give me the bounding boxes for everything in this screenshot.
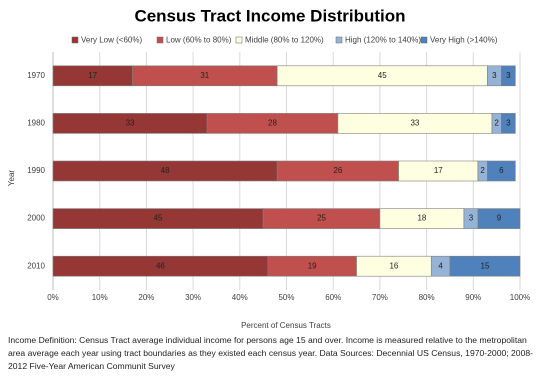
- y-tick-label: 1970: [27, 71, 45, 80]
- data-label: 3: [506, 71, 511, 80]
- legend-swatch: [420, 36, 428, 44]
- data-label: 25: [317, 214, 326, 223]
- bar-segment: [477, 208, 521, 229]
- y-tick-label: 1990: [27, 166, 45, 175]
- data-label: 9: [497, 214, 502, 223]
- x-tick-label: 30%: [185, 293, 201, 302]
- data-label: 2: [480, 166, 485, 175]
- data-label: 33: [126, 119, 135, 128]
- bar-segment: [501, 65, 516, 87]
- data-label: 45: [154, 214, 163, 223]
- y-tick-label: 2000: [27, 214, 45, 223]
- data-label: 48: [161, 166, 170, 175]
- legend-swatch: [156, 36, 164, 44]
- x-tick-label: 70%: [372, 293, 388, 302]
- data-label: 46: [156, 261, 165, 270]
- data-label: 19: [308, 261, 317, 270]
- legend-swatch: [235, 36, 243, 44]
- data-label: 18: [417, 214, 426, 223]
- data-label: 15: [481, 261, 490, 270]
- data-label: 3: [506, 119, 511, 128]
- legend-label: High (120% to 140%): [345, 36, 421, 45]
- bar-segment: [487, 160, 516, 182]
- x-tick-label: 20%: [138, 293, 154, 302]
- data-label: 31: [200, 71, 209, 80]
- chart: Census Tract Income Distribution Percent…: [7, 6, 530, 330]
- x-axis-title: Percent of Census Tracts: [241, 321, 331, 330]
- x-tick-label: 40%: [232, 293, 248, 302]
- bar-segment: [449, 255, 521, 277]
- data-label: 6: [499, 166, 504, 175]
- data-label: 45: [378, 71, 387, 80]
- x-tick-label: 0%: [47, 293, 59, 302]
- x-tick-label: 80%: [419, 293, 435, 302]
- x-tick-label: 100%: [510, 293, 530, 302]
- data-label: 3: [492, 71, 497, 80]
- x-tick-label: 50%: [278, 293, 294, 302]
- y-tick-label: 1980: [27, 119, 45, 128]
- legend-swatch: [71, 36, 79, 44]
- data-label: 3: [469, 214, 474, 223]
- legend-swatch: [335, 36, 343, 44]
- data-label: 4: [438, 261, 443, 270]
- legend-label: Very High (>140%): [430, 36, 498, 45]
- x-tick-label: 60%: [325, 293, 341, 302]
- bar-segment: [501, 113, 516, 134]
- data-label: 28: [268, 119, 277, 128]
- data-label: 16: [389, 261, 398, 270]
- chart-title: Census Tract Income Distribution: [134, 6, 405, 25]
- y-axis-title: Year: [7, 170, 16, 187]
- y-tick-label: 2010: [27, 261, 45, 270]
- data-label: 2: [494, 119, 499, 128]
- legend-label: Middle (80% to 120%): [245, 36, 324, 45]
- legend-label: Low (60% to 80%): [166, 36, 232, 45]
- legend-label: Very Low (<60%): [81, 36, 142, 45]
- x-tick-label: 90%: [465, 293, 481, 302]
- footnote: Income Definition: Census Tract average …: [8, 335, 534, 371]
- data-label: 17: [434, 166, 443, 175]
- x-tick-label: 10%: [92, 293, 108, 302]
- data-label: 26: [333, 166, 342, 175]
- data-label: 17: [88, 71, 97, 80]
- data-label: 33: [410, 119, 419, 128]
